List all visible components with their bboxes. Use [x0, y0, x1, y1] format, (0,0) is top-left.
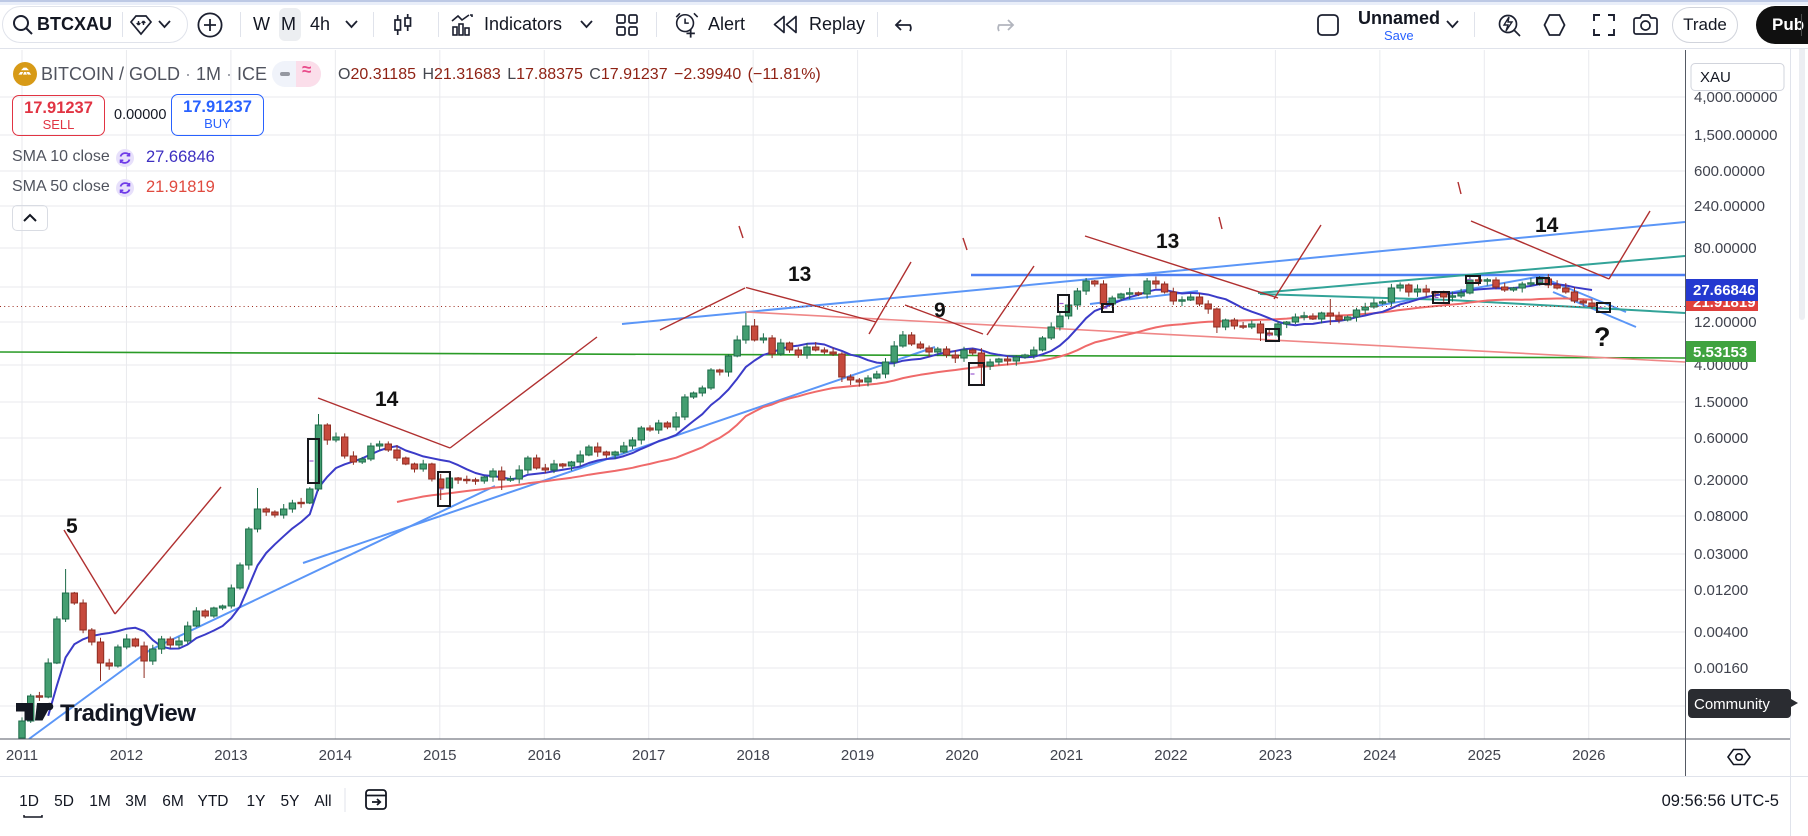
svg-text:2011: 2011	[6, 747, 38, 764]
svg-text:2013: 2013	[214, 747, 247, 764]
svg-text:1D: 1D	[19, 793, 39, 810]
svg-text:0.00400: 0.00400	[1694, 624, 1748, 641]
svg-text:3M: 3M	[125, 793, 147, 810]
svg-text:5Y: 5Y	[281, 793, 300, 810]
svg-text:240.00000: 240.00000	[1694, 198, 1765, 215]
svg-text:27.66846: 27.66846	[1693, 282, 1756, 299]
svg-text:2021: 2021	[1050, 747, 1083, 764]
svg-text:5.53153: 5.53153	[1693, 344, 1747, 361]
svg-text:2025: 2025	[1468, 747, 1501, 764]
svg-text:2018: 2018	[736, 747, 769, 764]
svg-text:2026: 2026	[1572, 747, 1605, 764]
svg-text:80.00000: 80.00000	[1694, 240, 1757, 257]
svg-text:14: 14	[375, 388, 399, 411]
svg-text:6M: 6M	[162, 793, 184, 810]
svg-text:2024: 2024	[1363, 747, 1396, 764]
svg-text:5: 5	[66, 515, 78, 538]
svg-text:13: 13	[788, 263, 811, 286]
svg-text:1Y: 1Y	[247, 793, 266, 810]
svg-text:0.01200: 0.01200	[1694, 582, 1748, 599]
svg-text:0.20000: 0.20000	[1694, 472, 1748, 489]
svg-text:2014: 2014	[319, 747, 352, 764]
svg-text:2022: 2022	[1154, 747, 1187, 764]
svg-text:600.00000: 600.00000	[1694, 163, 1765, 180]
svg-text:2023: 2023	[1259, 747, 1292, 764]
svg-text:2019: 2019	[841, 747, 874, 764]
svg-text:2017: 2017	[632, 747, 665, 764]
svg-text:1M: 1M	[89, 793, 111, 810]
svg-text:9: 9	[934, 299, 946, 322]
svg-text:14: 14	[1535, 214, 1559, 237]
svg-text:4,000.00000: 4,000.00000	[1694, 89, 1777, 106]
svg-text:1,500.00000: 1,500.00000	[1694, 127, 1777, 144]
svg-text:0.60000: 0.60000	[1694, 430, 1748, 447]
svg-text:YTD: YTD	[198, 793, 229, 810]
svg-text:2016: 2016	[528, 747, 561, 764]
svg-text:13: 13	[1156, 230, 1179, 253]
svg-text:TradingView: TradingView	[60, 700, 196, 727]
svg-text:2015: 2015	[423, 747, 456, 764]
svg-text:12.00000: 12.00000	[1694, 314, 1757, 331]
svg-text:2020: 2020	[945, 747, 978, 764]
svg-text:Community: Community	[1694, 696, 1770, 713]
svg-text:?: ?	[1594, 322, 1611, 352]
svg-text:0.08000: 0.08000	[1694, 508, 1748, 525]
svg-text:5D: 5D	[54, 793, 74, 810]
svg-text:2012: 2012	[110, 747, 143, 764]
svg-text:09:56:56 UTC-5: 09:56:56 UTC-5	[1662, 792, 1779, 810]
svg-text:XAU: XAU	[1700, 69, 1731, 86]
svg-text:1.50000: 1.50000	[1694, 394, 1748, 411]
svg-text:All: All	[314, 793, 331, 810]
svg-text:0.00160: 0.00160	[1694, 660, 1748, 677]
svg-text:0.03000: 0.03000	[1694, 546, 1748, 563]
